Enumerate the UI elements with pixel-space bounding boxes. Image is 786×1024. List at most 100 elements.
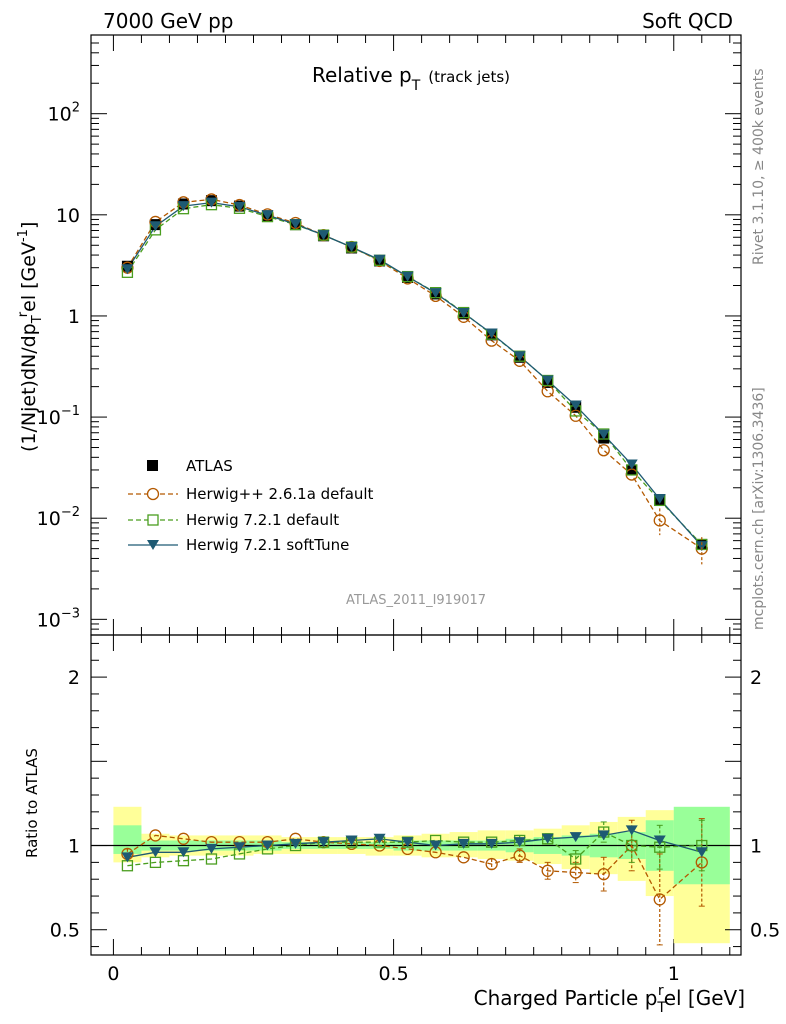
- x-tick-label: 0: [107, 963, 119, 985]
- ratio-point-3: [261, 840, 274, 851]
- main-point-3: [205, 197, 218, 208]
- ratio-point-3: [695, 847, 708, 858]
- mcplots-label: mcplots.cern.ch [arXiv:1306.3436]: [751, 387, 767, 630]
- ratio-point-1: [569, 866, 582, 879]
- main-point-3: [177, 201, 190, 212]
- ratio-point-2: [149, 856, 162, 869]
- ratio-point-2: [205, 853, 218, 865]
- ratio-point-1: [457, 851, 470, 864]
- main-point-3: [695, 541, 708, 552]
- main-point-3: [373, 254, 386, 265]
- y-tick-base: 1: [68, 306, 80, 328]
- y-axis-label: (1/Njet)dN/dpTrel [GeV-1]: [16, 222, 45, 452]
- ratio-point-3: [513, 837, 526, 848]
- ratio-point-3: [345, 835, 358, 846]
- ratio-line-1: [127, 834, 703, 901]
- y-axis-label-sub: T: [30, 315, 45, 324]
- y-tick-label: 10−3: [37, 606, 80, 631]
- plot-title-sub: T: [411, 78, 421, 94]
- plot-title-note: (track jets): [428, 68, 510, 86]
- ratio-series-layer: [121, 818, 708, 946]
- main-point-1: [597, 444, 610, 457]
- y-tick-label: 102: [48, 101, 80, 126]
- ratio-point-1: [485, 857, 498, 871]
- main-point-3: [317, 230, 330, 241]
- ratio-axes: 0 0.5 1 0.5 0.5 1 1 2 2: [50, 634, 780, 985]
- y-tick-exp: −3: [61, 606, 80, 621]
- main-series-layer: [121, 193, 708, 565]
- y-axis-label-sup: r: [16, 311, 31, 317]
- ratio-point-3: [401, 837, 414, 848]
- ratio-point-3: [289, 838, 302, 849]
- y-axis-label-sup2: -1: [16, 229, 31, 242]
- atlas-point: [626, 464, 638, 476]
- main-point-3: [541, 375, 554, 386]
- legend-marker-herwig7-softtune: [147, 540, 159, 550]
- ratio-point-1: [513, 849, 526, 862]
- y-tick-label: 10−1: [37, 404, 80, 429]
- ratio-point-3: [625, 825, 638, 836]
- legend-marker-atlas: [147, 460, 158, 471]
- main-point-3: [289, 219, 302, 230]
- ratio-point-3: [653, 835, 666, 846]
- y-axis-label-b: el [GeV: [18, 242, 40, 312]
- main-point-3: [513, 351, 526, 362]
- y-tick-label: 10−2: [37, 505, 80, 530]
- ratio-point-3: [177, 847, 190, 858]
- ratio-point-3: [457, 838, 470, 849]
- main-point-3: [261, 210, 274, 221]
- y-tick-exp: 2: [72, 101, 80, 116]
- ratio-plot: 0 0.5 1 0.5 0.5 1 1 2 2: [50, 634, 780, 985]
- ratio-point-3: [541, 833, 554, 844]
- ratio-point-1: [653, 893, 666, 906]
- legend-marker-herwig7-default: [147, 514, 159, 526]
- y-tick-label: 1: [68, 306, 80, 328]
- plot-title-main: Relative p: [312, 63, 412, 87]
- y-tick-exp: −1: [61, 404, 80, 419]
- ratio-point-3: [233, 842, 246, 853]
- x-axis-label-tail: el [GeV]: [664, 986, 745, 1010]
- ratio-tick-label-right: 2: [750, 667, 762, 689]
- legend-label-herwig7-default: Herwig 7.2.1 default: [186, 511, 339, 529]
- ratio-point-3: [373, 833, 386, 844]
- ratio-point-1: [597, 868, 610, 881]
- main-point-3: [121, 264, 134, 275]
- x-axis-label-sub: T: [656, 1000, 666, 1016]
- y-tick-base: 10: [37, 407, 61, 429]
- ratio-point-3: [149, 847, 162, 858]
- ratio-point-3: [205, 843, 218, 854]
- ratio-point-3: [429, 840, 442, 851]
- legend-label-herwig7-softtune: Herwig 7.2.1 softTune: [186, 536, 349, 554]
- main-point-3: [233, 201, 246, 212]
- ratio-point-3: [597, 830, 610, 841]
- y-tick-base: 10: [56, 205, 80, 227]
- legend-label-atlas: ATLAS: [186, 457, 233, 475]
- y-tick-base: 10: [37, 508, 61, 530]
- x-axis-label-main: Charged Particle p: [474, 986, 658, 1010]
- ratio-tick-label-left: 2: [68, 667, 80, 689]
- x-tick-label: 1: [668, 963, 680, 985]
- ratio-point-3: [569, 832, 582, 843]
- x-axis-label: Charged Particle pTrel [GeV]: [474, 983, 745, 1016]
- ratio-point-3: [317, 837, 330, 848]
- ratio-tick-label-left: 0.5: [50, 920, 80, 942]
- x-axis-label-sup: r: [658, 983, 664, 999]
- ratio-tick-label-right: 0.5: [750, 920, 780, 942]
- ratio-point-1: [541, 864, 554, 877]
- plot-title: Relative pT (track jets): [312, 63, 510, 94]
- ratio-point-2: [626, 839, 638, 852]
- rivet-label: Rivet 3.1.10, ≥ 400k events: [751, 68, 767, 265]
- main-point-3: [485, 328, 498, 339]
- y-axis-label-a: (1/Njet)dN/dp: [18, 323, 40, 452]
- legend-label-herwigpp: Herwig++ 2.6.1a default: [186, 485, 374, 503]
- main-point-3: [653, 493, 666, 504]
- main-point-3: [457, 307, 470, 318]
- y-tick-base: 10: [37, 609, 61, 631]
- ratio-point-1: [695, 856, 708, 869]
- legend-marker-herwigpp: [146, 487, 160, 501]
- main-point-3: [345, 242, 358, 253]
- ratio-y-axis-label: Ratio to ATLAS: [23, 748, 41, 858]
